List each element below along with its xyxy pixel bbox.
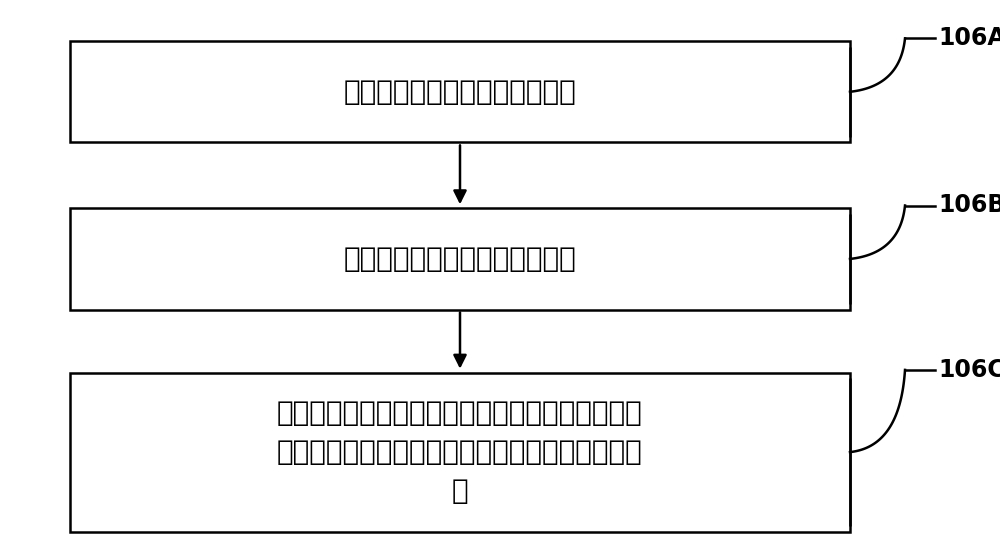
Text: 获取每个打印测试点对应的坐标: 获取每个打印测试点对应的坐标 xyxy=(344,78,576,106)
Bar xyxy=(70,208,850,310)
Text: 106A: 106A xyxy=(938,26,1000,50)
Bar xyxy=(70,41,850,142)
Text: 106C: 106C xyxy=(938,358,1000,382)
Text: 获取预设的测试区域形状和面积: 获取预设的测试区域形状和面积 xyxy=(344,245,576,273)
Bar xyxy=(70,373,850,532)
Text: 106B: 106B xyxy=(938,193,1000,218)
Text: 以打印测试点对应的坐标为中心，根据预设的测试
区域形状和面积确定每个打印测试点对应的测试区
域: 以打印测试点对应的坐标为中心，根据预设的测试 区域形状和面积确定每个打印测试点对… xyxy=(277,399,643,505)
